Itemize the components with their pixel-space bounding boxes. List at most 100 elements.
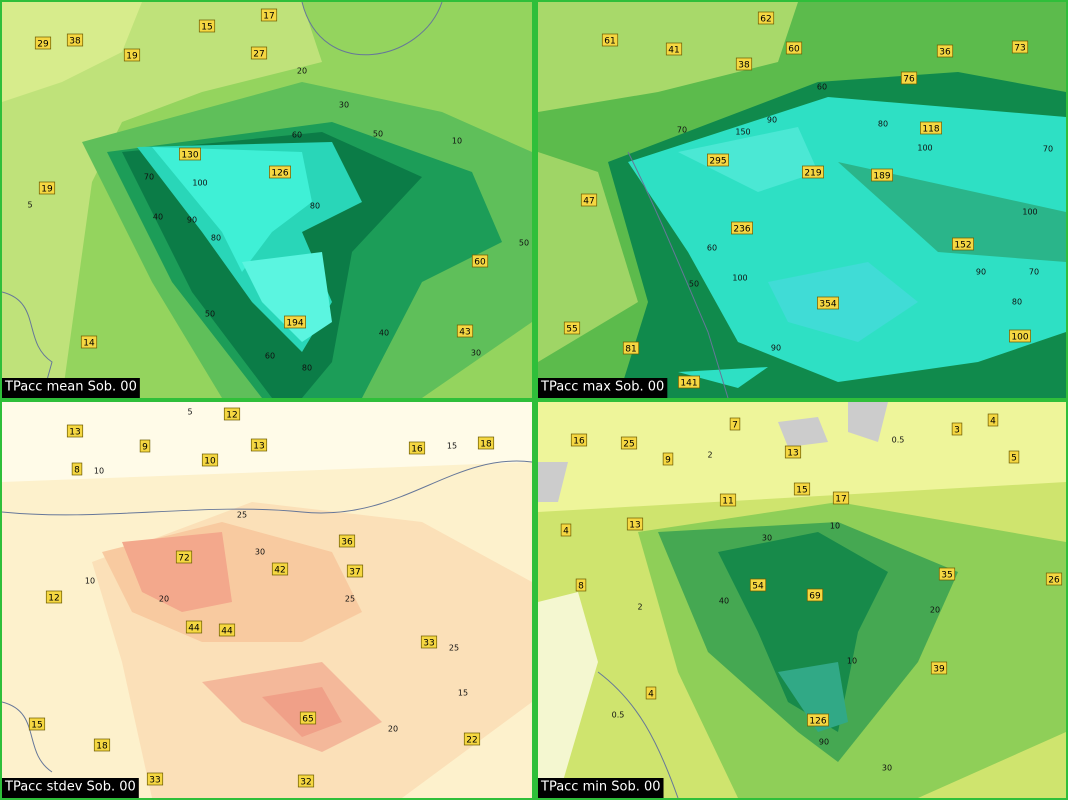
value-box <box>260 8 278 22</box>
contour-label: 90 <box>187 216 197 225</box>
value-box <box>346 564 364 578</box>
contour-label: 30 <box>882 764 892 773</box>
caption-bg <box>2 378 140 398</box>
contour-label: 90 <box>767 116 777 125</box>
contour-label: 10 <box>85 577 95 586</box>
contour-label: 0.5 <box>612 711 625 720</box>
value-box <box>477 436 495 450</box>
value-label: 35 <box>941 571 952 581</box>
value-marker: 38 <box>735 57 753 71</box>
contour-label: 20 <box>930 606 940 615</box>
value-marker: 22 <box>463 732 481 746</box>
panel-max <box>538 2 1066 398</box>
value-marker: 27 <box>250 46 268 60</box>
value-box <box>66 424 84 438</box>
value-box <box>952 237 974 251</box>
value-marker: 14 <box>80 335 98 349</box>
value-box <box>123 48 141 62</box>
value-label: 18 <box>96 742 108 752</box>
value-box <box>731 221 753 235</box>
value-marker: 17 <box>260 8 278 22</box>
value-box <box>93 738 111 752</box>
value-label: 126 <box>809 717 826 727</box>
value-box <box>570 433 588 447</box>
value-marker: 354 <box>817 296 839 310</box>
value-box <box>198 19 216 33</box>
contour-label: 30 <box>339 101 349 110</box>
value-label: 219 <box>804 169 821 179</box>
value-marker: 4 <box>645 686 657 700</box>
value-label: 236 <box>733 225 750 235</box>
value-marker: 15 <box>793 482 811 496</box>
value-box <box>757 11 775 25</box>
caption-bg <box>538 378 668 398</box>
value-marker: 130 <box>179 147 201 161</box>
value-box <box>250 438 268 452</box>
panel-title: TPacc min Sob. 00 <box>540 780 661 795</box>
value-marker: 5 <box>1008 450 1020 464</box>
value-label: 17 <box>263 12 274 22</box>
value-marker: 295 <box>707 153 729 167</box>
value-marker: 118 <box>920 121 942 135</box>
value-box <box>1009 329 1031 343</box>
value-box <box>563 321 581 335</box>
contour-label: 10 <box>94 467 104 476</box>
contour-label: 50 <box>519 239 529 248</box>
value-box <box>297 774 315 788</box>
contour-label: 5 <box>27 201 32 210</box>
value-label: 13 <box>69 428 80 438</box>
contour-label: 20 <box>297 67 307 76</box>
contour-label: 80 <box>878 120 888 129</box>
value-box <box>735 57 753 71</box>
value-box <box>938 567 956 581</box>
value-box <box>936 44 954 58</box>
value-label: 12 <box>226 411 237 421</box>
value-box <box>802 165 824 179</box>
value-marker: 18 <box>93 738 111 752</box>
value-box <box>719 493 737 507</box>
contour-label: 20 <box>388 725 398 734</box>
value-label: 141 <box>680 379 697 389</box>
value-label: 152 <box>954 241 971 251</box>
value-marker: 9 <box>662 452 674 466</box>
contour-label: 40 <box>379 329 389 338</box>
value-marker: 194 <box>284 315 306 329</box>
value-label: 33 <box>149 776 160 786</box>
contour-label: 20 <box>159 595 169 604</box>
contour-label: 100 <box>917 144 932 153</box>
value-marker: 33 <box>146 772 164 786</box>
contour-label: 50 <box>689 280 699 289</box>
value-marker: 81 <box>622 341 640 355</box>
value-marker: 33 <box>420 635 438 649</box>
value-box <box>471 254 489 268</box>
value-label: 118 <box>922 125 939 135</box>
value-label: 42 <box>274 566 285 576</box>
value-marker: 37 <box>346 564 364 578</box>
value-marker: 19 <box>123 48 141 62</box>
value-marker: 7 <box>729 417 741 431</box>
value-label: 9 <box>665 456 671 466</box>
value-label: 10 <box>204 457 216 467</box>
contour-label: 70 <box>144 173 154 182</box>
value-box <box>269 165 291 179</box>
value-box <box>665 42 683 56</box>
value-marker: 60 <box>471 254 489 268</box>
value-label: 17 <box>835 495 846 505</box>
contour-label: 10 <box>847 657 857 666</box>
value-marker: 15 <box>198 19 216 33</box>
value-label: 8 <box>74 466 80 476</box>
value-label: 72 <box>178 554 189 564</box>
value-box <box>408 441 426 455</box>
value-box <box>218 623 236 637</box>
value-label: 8 <box>578 582 584 592</box>
panel-labels: 5 20 30 50 60 10 70 100 80 90 80 40 50 60 50 40 30 80 15 17… <box>2 8 529 398</box>
value-box <box>139 439 151 453</box>
caption: TPacc max Sob. 00 <box>538 378 668 398</box>
value-label: 60 <box>474 258 486 268</box>
value-box <box>678 375 700 389</box>
value-box <box>793 482 811 496</box>
value-label: 15 <box>31 721 42 731</box>
caption: TPacc mean Sob. 00 <box>2 378 140 398</box>
value-marker: 10 <box>201 453 219 467</box>
